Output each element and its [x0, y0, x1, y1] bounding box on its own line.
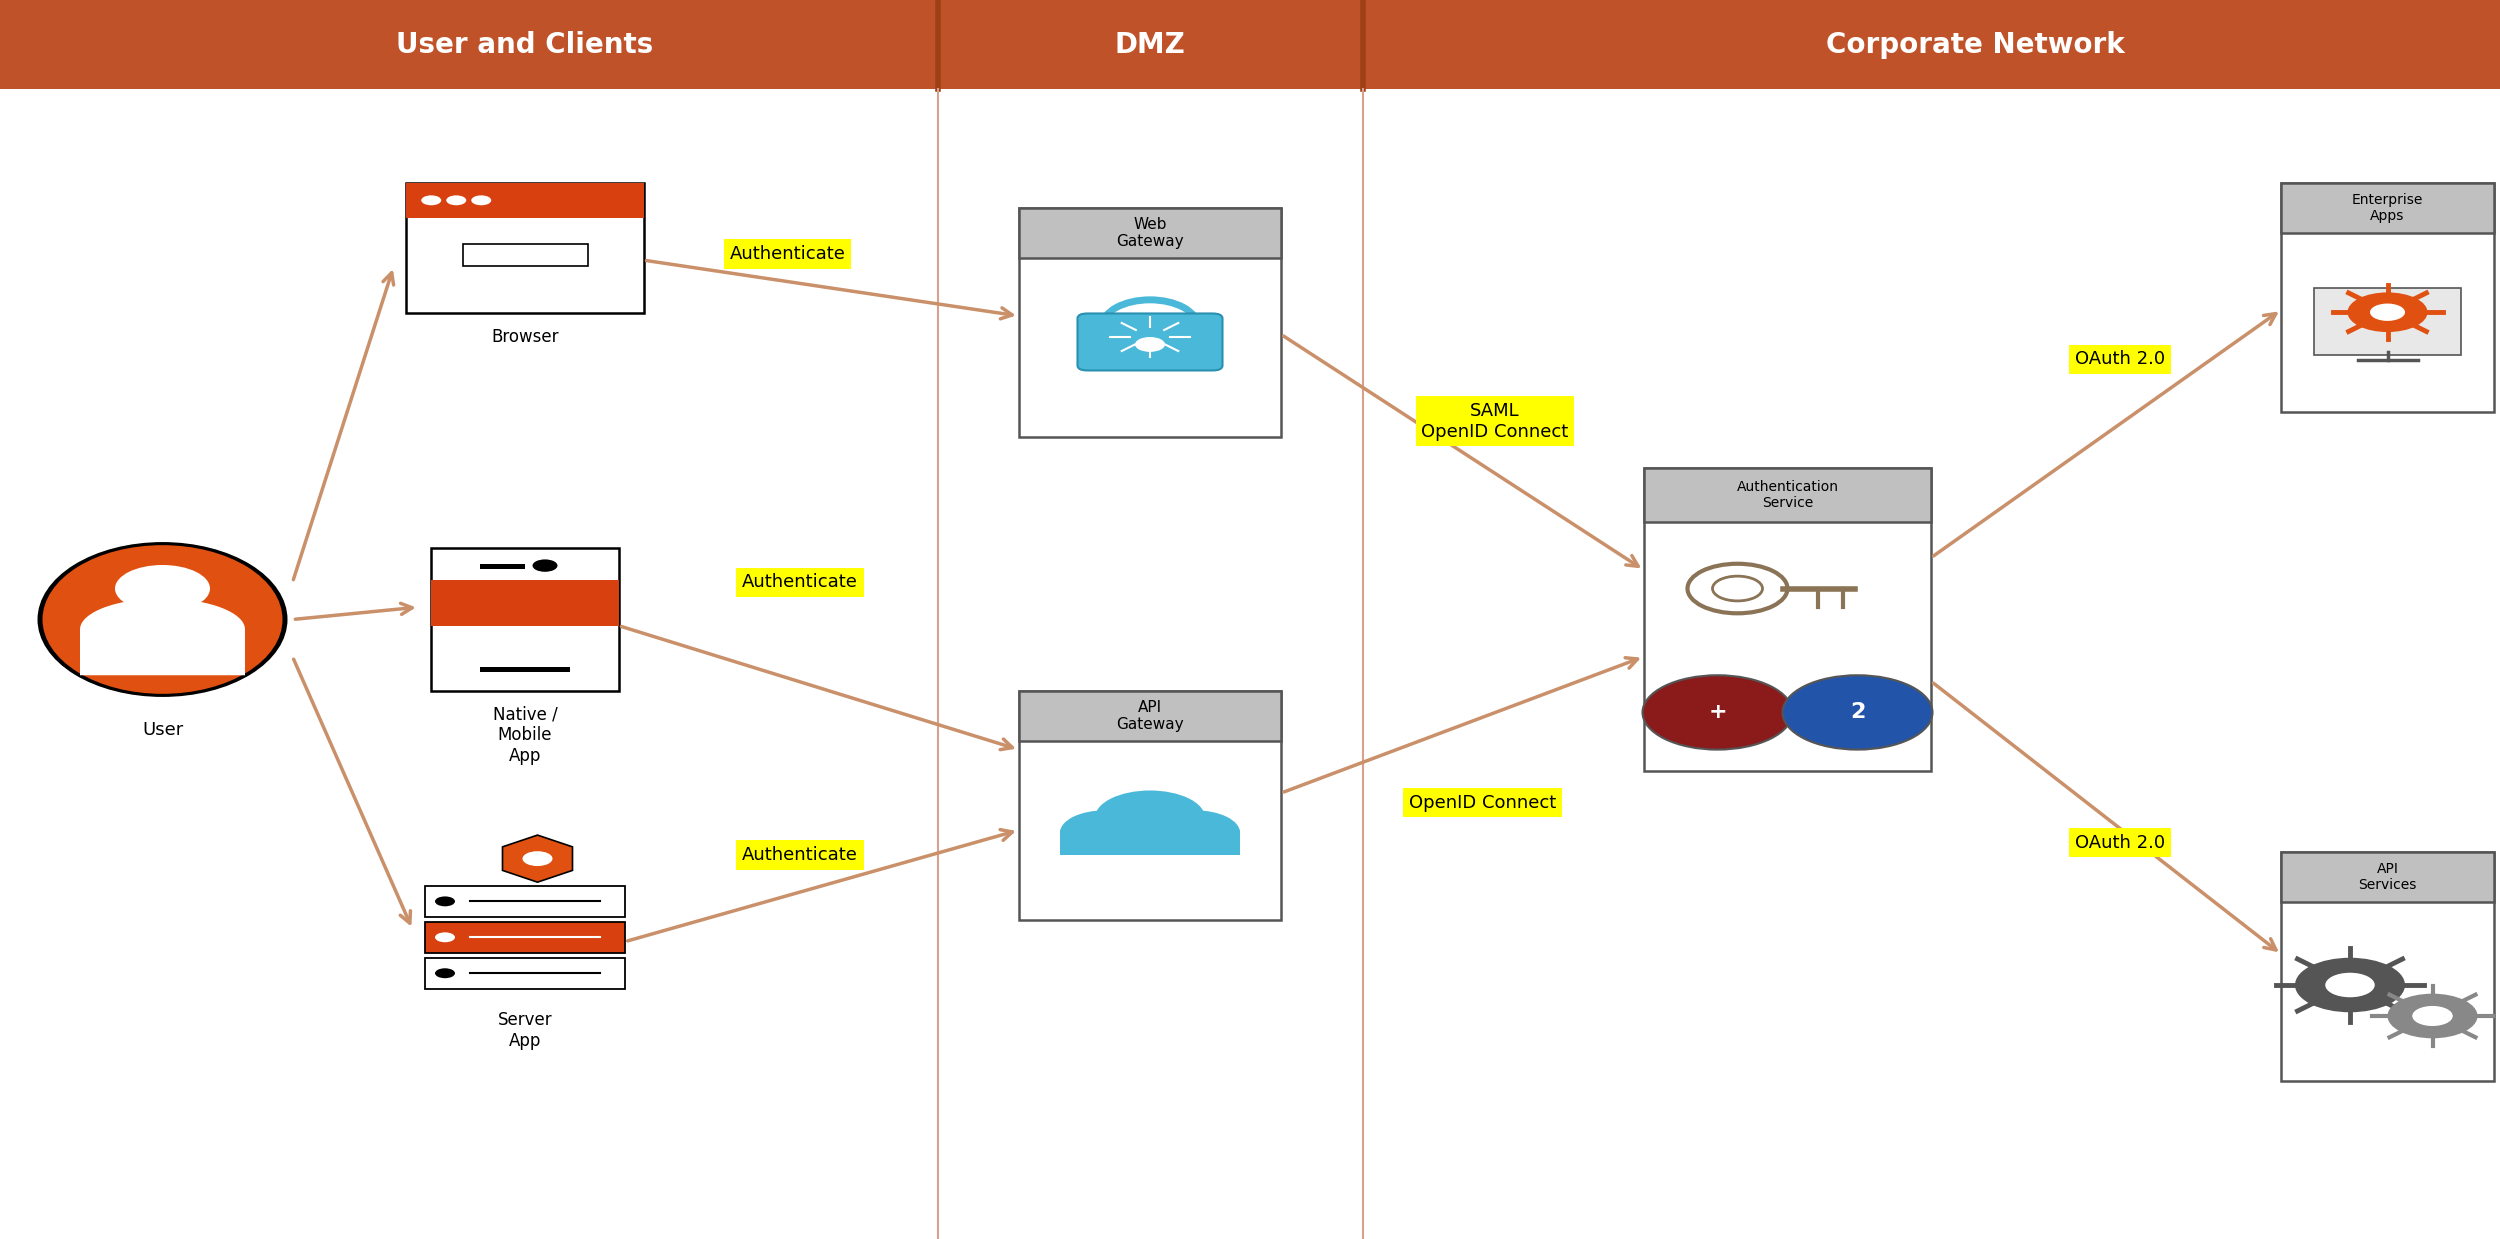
FancyBboxPatch shape	[480, 565, 525, 570]
Text: OpenID Connect: OpenID Connect	[1410, 794, 1555, 812]
Text: OAuth 2.0: OAuth 2.0	[2075, 351, 2165, 368]
Circle shape	[420, 196, 440, 206]
FancyBboxPatch shape	[2282, 183, 2495, 233]
FancyBboxPatch shape	[1020, 691, 1282, 741]
FancyBboxPatch shape	[430, 549, 620, 691]
FancyBboxPatch shape	[1060, 830, 1240, 855]
Text: API
Gateway: API Gateway	[1115, 700, 1185, 732]
FancyBboxPatch shape	[405, 183, 642, 313]
Circle shape	[435, 969, 455, 979]
Text: +: +	[1708, 703, 1728, 722]
FancyBboxPatch shape	[2315, 287, 2460, 354]
Circle shape	[2348, 292, 2428, 332]
Circle shape	[2295, 958, 2405, 1012]
Circle shape	[435, 932, 455, 942]
Circle shape	[435, 897, 455, 907]
FancyBboxPatch shape	[0, 0, 2500, 89]
FancyBboxPatch shape	[425, 958, 625, 989]
Circle shape	[2370, 304, 2405, 321]
FancyBboxPatch shape	[405, 183, 642, 218]
Text: Enterprise
Apps: Enterprise Apps	[2352, 193, 2422, 223]
Text: Browser: Browser	[490, 327, 560, 346]
Circle shape	[448, 196, 465, 206]
FancyBboxPatch shape	[1078, 313, 1222, 370]
FancyBboxPatch shape	[2282, 183, 2495, 411]
Text: Authenticate: Authenticate	[742, 574, 858, 591]
FancyBboxPatch shape	[1645, 467, 1932, 771]
Text: User: User	[142, 721, 182, 740]
Circle shape	[115, 565, 210, 612]
FancyBboxPatch shape	[1020, 691, 1282, 919]
FancyBboxPatch shape	[2282, 852, 2495, 1080]
Circle shape	[1150, 810, 1240, 855]
FancyBboxPatch shape	[1020, 208, 1282, 437]
FancyBboxPatch shape	[480, 667, 570, 672]
Text: Server
App: Server App	[498, 1011, 552, 1049]
Polygon shape	[80, 598, 245, 675]
FancyBboxPatch shape	[2282, 852, 2495, 902]
Circle shape	[1782, 675, 1933, 750]
FancyBboxPatch shape	[425, 886, 625, 917]
FancyBboxPatch shape	[1645, 467, 1932, 523]
Circle shape	[1060, 810, 1150, 855]
Circle shape	[522, 851, 552, 866]
Text: DMZ: DMZ	[1115, 31, 1185, 58]
Circle shape	[2325, 973, 2375, 997]
Text: OAuth 2.0: OAuth 2.0	[2075, 834, 2165, 851]
Polygon shape	[503, 835, 572, 882]
Text: Native /
Mobile
App: Native / Mobile App	[492, 706, 558, 766]
FancyBboxPatch shape	[430, 580, 620, 626]
Text: Authenticate: Authenticate	[730, 245, 845, 263]
Circle shape	[2412, 1006, 2452, 1026]
Circle shape	[1135, 337, 1165, 352]
Text: Corporate Network: Corporate Network	[1825, 31, 2125, 58]
Text: User and Clients: User and Clients	[398, 31, 652, 58]
Text: 2: 2	[1850, 703, 1865, 722]
FancyBboxPatch shape	[462, 244, 588, 266]
Text: Authentication
Service: Authentication Service	[1737, 479, 1837, 510]
Circle shape	[532, 560, 558, 572]
Text: API
Services: API Services	[2358, 862, 2418, 892]
Ellipse shape	[42, 545, 282, 694]
Text: Authenticate: Authenticate	[742, 846, 858, 864]
Circle shape	[2388, 994, 2478, 1038]
Text: SAML
OpenID Connect: SAML OpenID Connect	[1422, 401, 1568, 441]
Ellipse shape	[38, 543, 288, 696]
Circle shape	[1095, 790, 1205, 845]
Circle shape	[1642, 675, 1792, 750]
Circle shape	[470, 196, 490, 206]
FancyBboxPatch shape	[1020, 208, 1282, 258]
FancyBboxPatch shape	[425, 922, 625, 953]
Text: Web
Gateway: Web Gateway	[1115, 217, 1185, 249]
